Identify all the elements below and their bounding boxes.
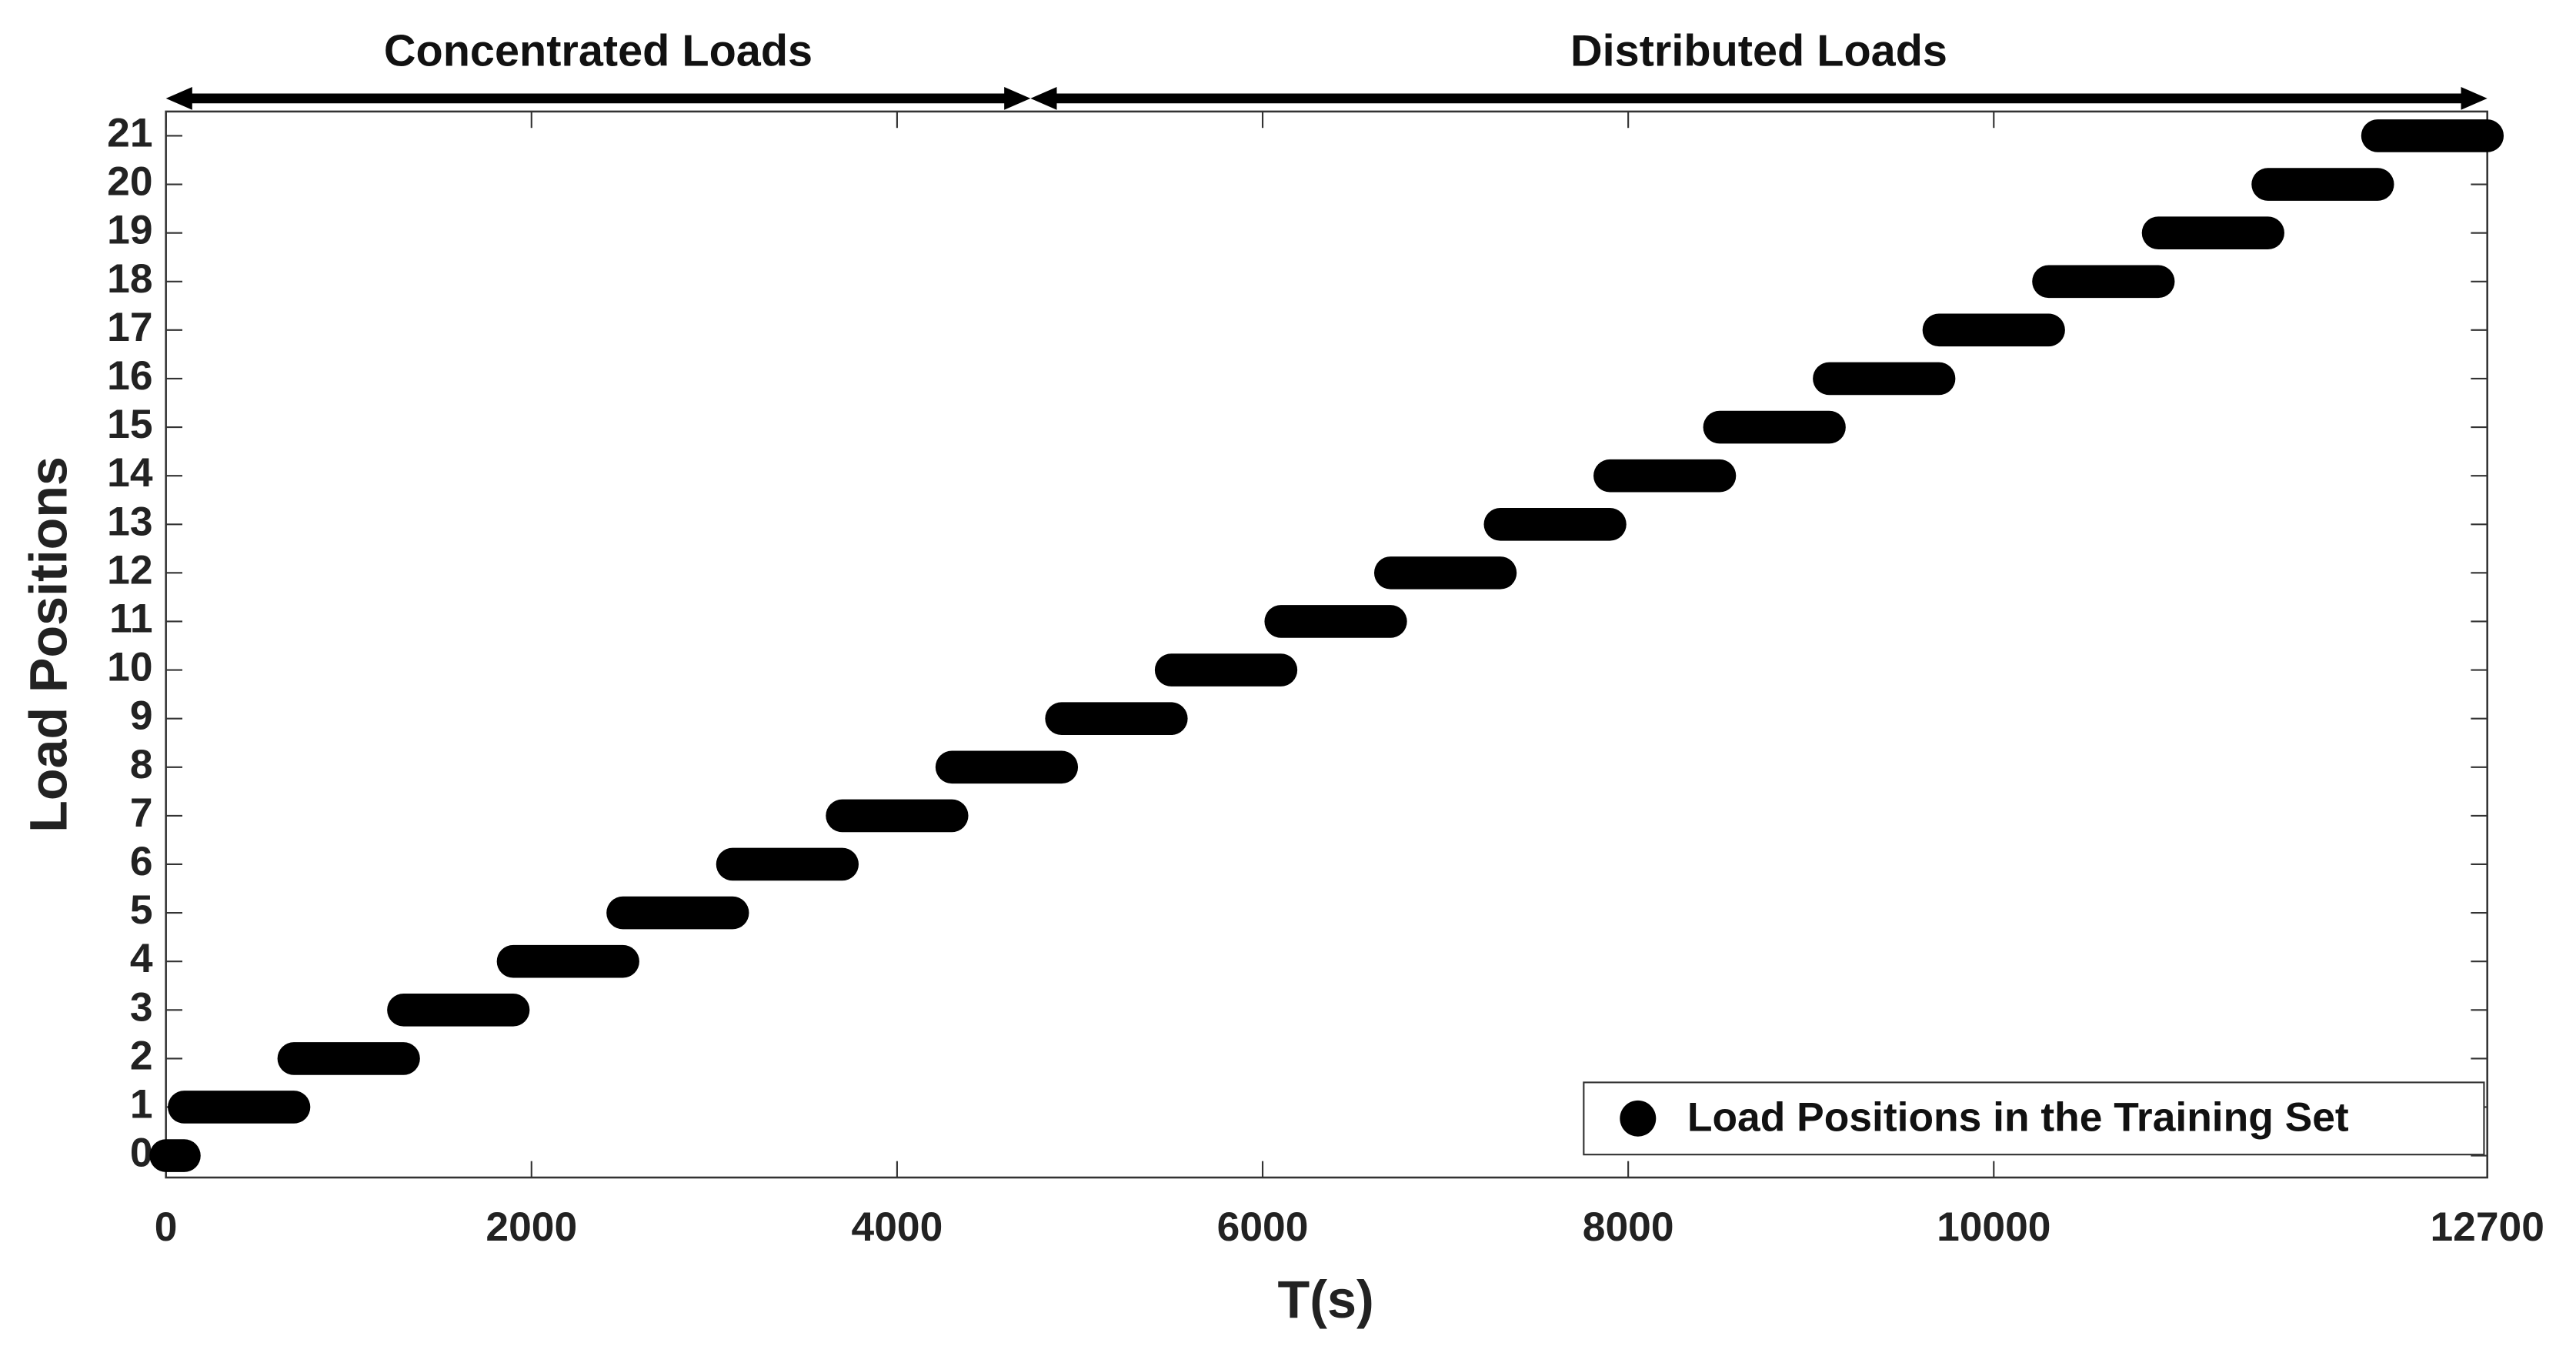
- y-tick-label: 1: [130, 1082, 153, 1128]
- y-tick-label: 4: [130, 936, 153, 981]
- load-segment: [1703, 410, 1846, 444]
- x-tick-label: 2000: [486, 1204, 577, 1250]
- load-segment: [2032, 265, 2175, 299]
- y-tick-label: 8: [130, 742, 153, 787]
- load-segment: [277, 1042, 420, 1075]
- x-tick-label: 8000: [1583, 1204, 1674, 1250]
- load-segment: [2141, 216, 2284, 249]
- load-segment: [387, 993, 530, 1027]
- load-segment: [1483, 507, 1627, 541]
- y-tick-label: 7: [130, 790, 153, 836]
- legend-marker: [1620, 1100, 1657, 1137]
- y-tick-label: 6: [130, 839, 153, 884]
- y-tick-label: 16: [107, 353, 152, 399]
- y-tick-label: 14: [107, 450, 153, 496]
- load-segment: [1813, 362, 1956, 396]
- y-tick-label: 5: [130, 887, 153, 933]
- x-tick-label: 10000: [1937, 1204, 2050, 1250]
- y-tick-label: 10: [107, 645, 152, 690]
- y-tick-label: 13: [107, 499, 152, 544]
- annotation-text: Concentrated Loads: [384, 27, 813, 76]
- y-tick-label: 15: [107, 402, 152, 447]
- y-tick-label: 2: [130, 1034, 153, 1079]
- load-segment: [1593, 459, 1737, 493]
- y-tick-label: 18: [107, 256, 152, 302]
- load-segment: [496, 944, 639, 978]
- load-segment: [716, 847, 859, 881]
- load-segment: [2361, 119, 2504, 152]
- y-tick-label: 0: [130, 1131, 153, 1176]
- load-segment: [1154, 653, 1298, 687]
- load-segment: [2251, 168, 2394, 201]
- annotation-arrow: [1030, 86, 2488, 110]
- y-axis-label: Load Positions: [19, 456, 78, 833]
- x-tick-label: 12700: [2430, 1204, 2544, 1250]
- load-segment: [935, 750, 1079, 784]
- load-segment: [826, 799, 969, 833]
- y-tick-label: 12: [107, 547, 152, 593]
- load-segment: [1264, 605, 1407, 638]
- x-axis-label: T(s): [1277, 1271, 1373, 1329]
- load-segment: [1045, 702, 1188, 735]
- y-tick-label: 17: [107, 305, 152, 350]
- y-tick-label: 19: [107, 208, 152, 253]
- load-segment: [1922, 313, 2065, 347]
- legend-box: [1583, 1081, 2485, 1156]
- legend-label: Load Positions in the Training Set: [1687, 1095, 2349, 1141]
- load-segment: [606, 896, 749, 930]
- x-tick-label: 4000: [852, 1204, 943, 1250]
- x-tick-label: 6000: [1217, 1204, 1309, 1250]
- load-segment: [168, 1091, 311, 1124]
- y-tick-label: 11: [109, 596, 152, 642]
- annotation-arrow: [165, 86, 1031, 110]
- y-tick-label: 21: [107, 111, 152, 156]
- load-segment: [1373, 556, 1517, 590]
- load-segment: [149, 1139, 201, 1172]
- annotation-text: Distributed Loads: [1570, 27, 1947, 76]
- x-tick-label: 0: [155, 1204, 178, 1250]
- y-tick-label: 3: [130, 984, 153, 1030]
- y-tick-label: 9: [130, 693, 153, 739]
- y-tick-label: 20: [107, 159, 152, 205]
